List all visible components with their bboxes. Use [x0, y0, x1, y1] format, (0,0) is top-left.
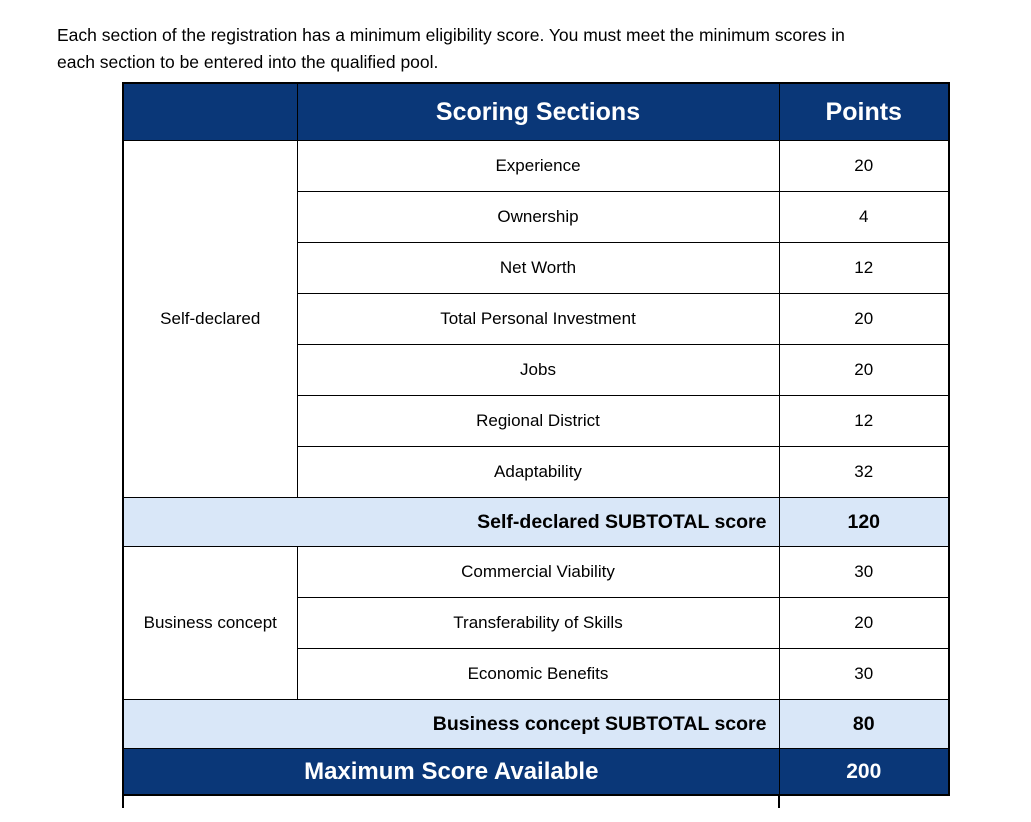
row-points: 20: [778, 293, 950, 345]
row-label: Economic Benefits: [296, 648, 780, 700]
subtotal-points: 120: [778, 497, 950, 547]
row-label: Total Personal Investment: [296, 293, 780, 345]
table-border-tail-left: [122, 795, 124, 808]
row-points: 4: [778, 191, 950, 243]
table-row: Total Personal Investment 20: [123, 293, 950, 345]
total-label: Maximum Score Available: [122, 748, 780, 796]
row-label: Regional District: [296, 395, 780, 447]
subtotal-label: Business concept SUBTOTAL score: [122, 699, 780, 749]
subtotal-points: 80: [778, 699, 950, 749]
row-points: 12: [778, 395, 950, 447]
table-row: Adaptability 32: [123, 446, 950, 498]
scoring-table: Scoring Sections Points Self-declared Ex…: [122, 82, 950, 796]
row-points: 20: [778, 344, 950, 396]
row-label: Adaptability: [296, 446, 780, 498]
row-label: Jobs: [296, 344, 780, 396]
total-row: Maximum Score Available 200: [122, 748, 950, 796]
row-label: Ownership: [296, 191, 780, 243]
table-row: Business concept Commercial Viability 30: [122, 546, 950, 700]
row-points: 30: [778, 648, 950, 700]
table-header-row: Scoring Sections Points: [122, 82, 950, 141]
subtotal-label: Self-declared SUBTOTAL score: [122, 497, 780, 547]
table-border-tail-right: [778, 795, 780, 808]
row-label: Net Worth: [296, 242, 780, 294]
table-row: Jobs 20: [123, 344, 950, 396]
row-label: Commercial Viability: [296, 546, 780, 598]
table-row: Ownership 4: [123, 191, 950, 243]
row-points: 32: [778, 446, 950, 498]
row-label: Experience: [296, 140, 780, 192]
total-points: 200: [778, 748, 950, 796]
intro-paragraph: Each section of the registration has a m…: [57, 22, 845, 76]
group-label: Self-declared: [160, 309, 261, 328]
header-scoring-sections: Scoring Sections: [296, 82, 780, 141]
scoring-table-container: Scoring Sections Points Self-declared Ex…: [122, 82, 950, 808]
row-points: 20: [778, 597, 950, 649]
intro-line-2: each section to be entered into the qual…: [57, 51, 439, 72]
group-cell-business-concept: Business concept: [122, 546, 298, 700]
row-points: 30: [778, 546, 950, 598]
table-row: Self-declared Experience 20: [122, 140, 950, 498]
subtotal-row-business-concept: Business concept SUBTOTAL score 80: [122, 699, 950, 749]
header-points: Points: [778, 82, 950, 141]
row-points: 20: [778, 140, 950, 192]
row-label: Transferability of Skills: [296, 597, 780, 649]
table-row: Economic Benefits 30: [123, 648, 950, 700]
group-label: Business concept: [143, 613, 277, 632]
row-points: 12: [778, 242, 950, 294]
group-cell-self-declared: Self-declared: [122, 140, 298, 498]
intro-line-1: Each section of the registration has a m…: [57, 24, 845, 45]
table-row: Net Worth 12: [123, 242, 950, 294]
subtotal-row-self-declared: Self-declared SUBTOTAL score 120: [122, 497, 950, 547]
header-empty-cell: [122, 82, 298, 141]
